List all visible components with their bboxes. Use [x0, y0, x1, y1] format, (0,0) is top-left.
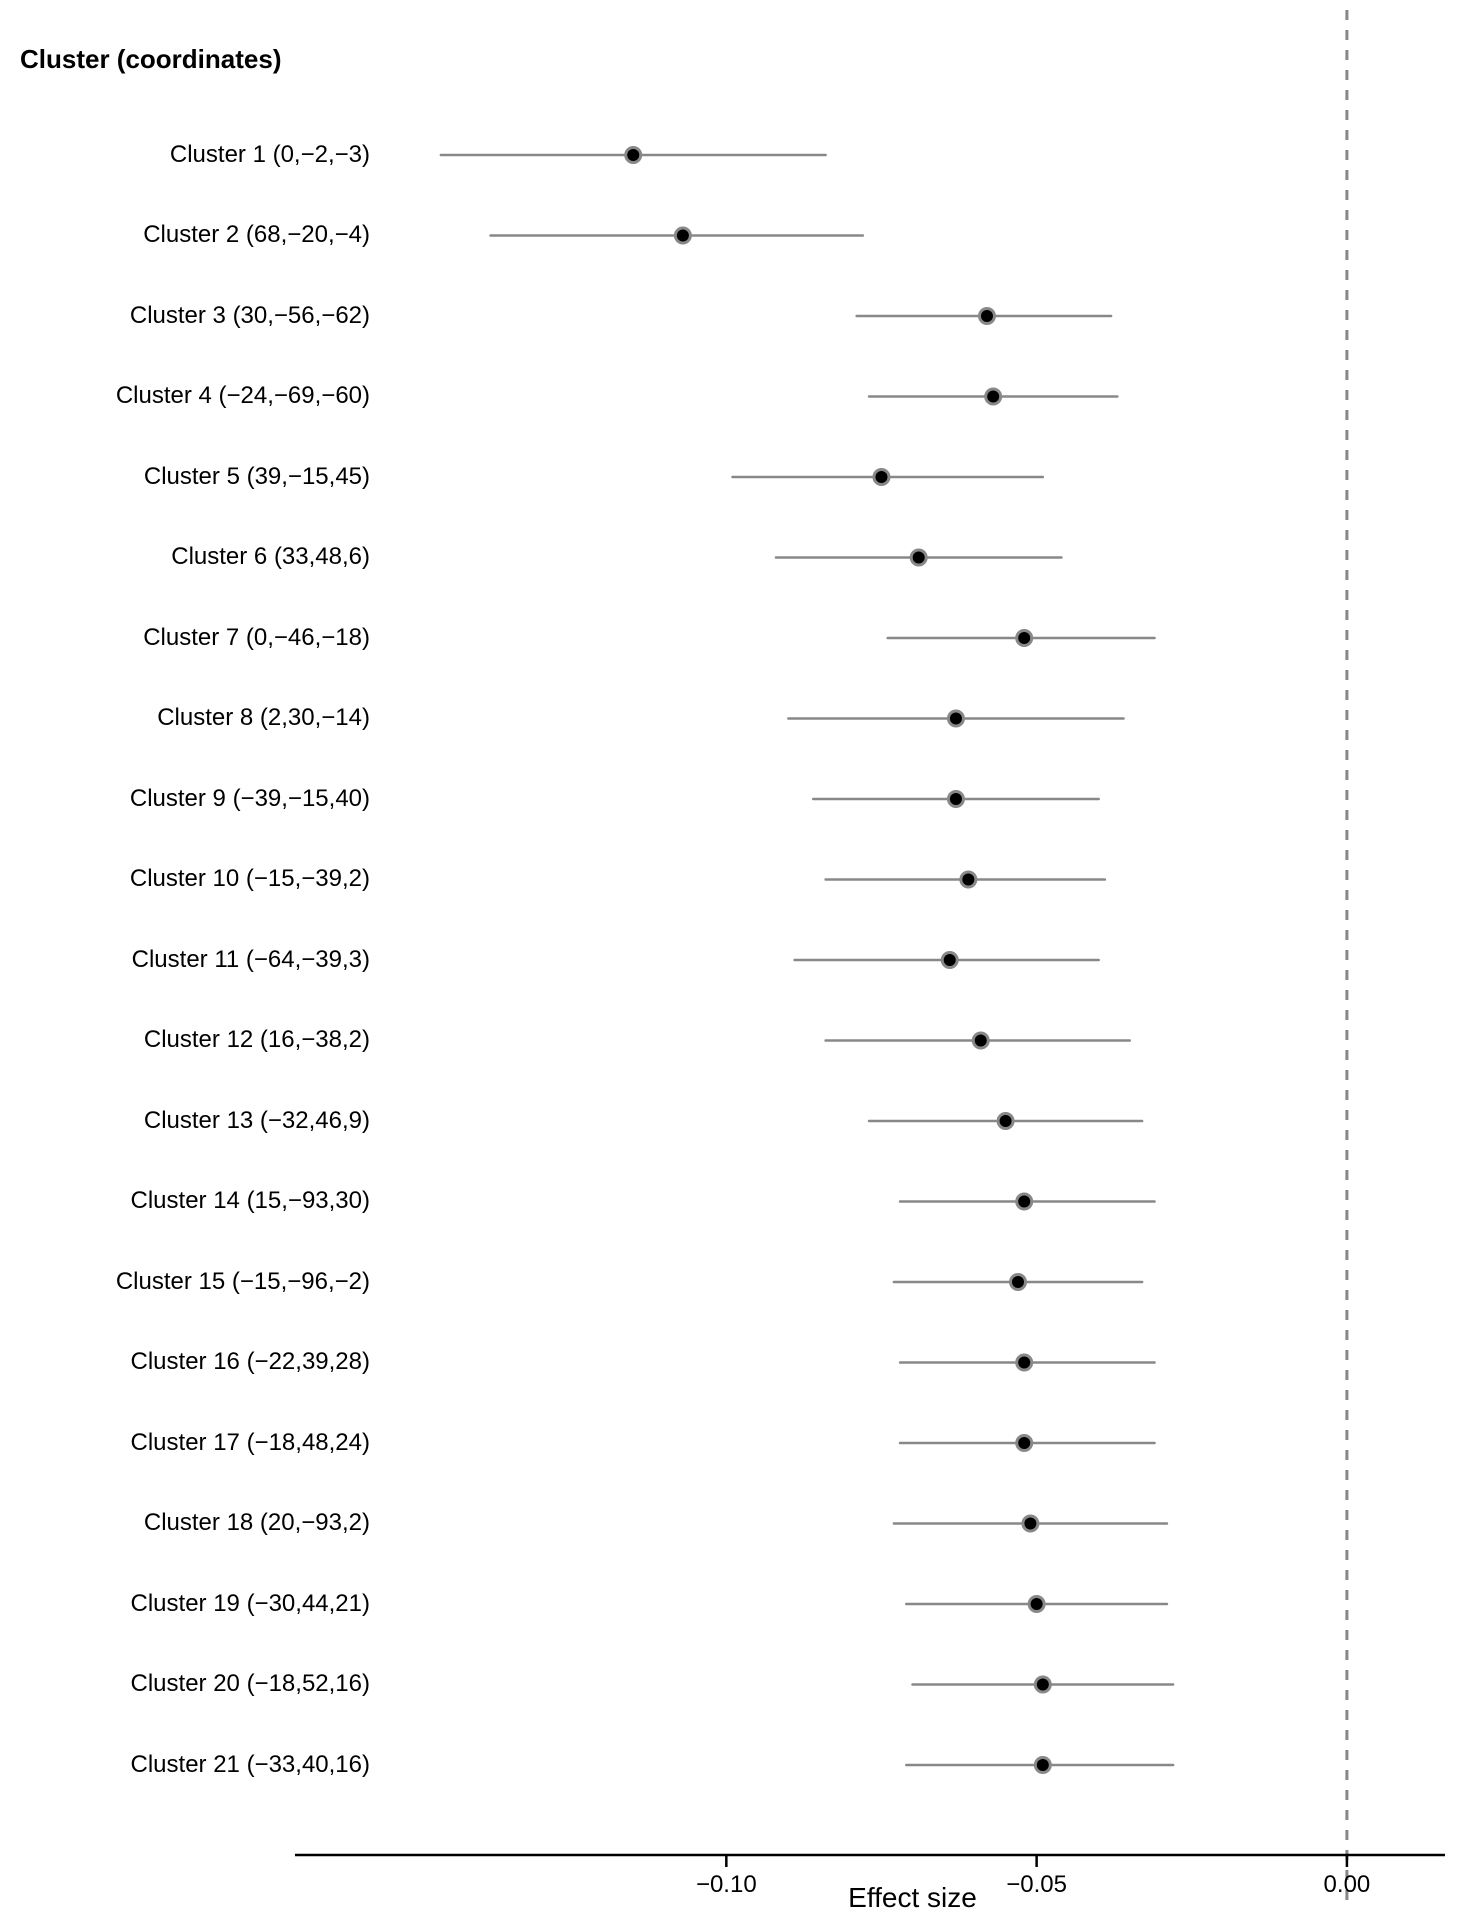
row-label: Cluster 17 (−18,48,24) — [40, 1429, 370, 1457]
row-label: Cluster 20 (−18,52,16) — [40, 1670, 370, 1698]
x-tick-label: 0.00 — [1324, 1871, 1371, 1899]
point-marker-inner — [875, 471, 887, 483]
row-label: Cluster 13 (−32,46,9) — [40, 1107, 370, 1135]
x-tick-label: −0.05 — [1006, 1871, 1067, 1899]
point-marker-inner — [1018, 1357, 1030, 1369]
point-marker-inner — [1031, 1598, 1043, 1610]
point-marker-inner — [1018, 1437, 1030, 1449]
point-marker-inner — [987, 391, 999, 403]
row-label: Cluster 9 (−39,−15,40) — [40, 785, 370, 813]
row-label: Cluster 2 (68,−20,−4) — [40, 221, 370, 249]
row-label: Cluster 6 (33,48,6) — [40, 543, 370, 571]
row-label: Cluster 16 (−22,39,28) — [40, 1348, 370, 1376]
row-label: Cluster 21 (−33,40,16) — [40, 1751, 370, 1779]
row-label: Cluster 1 (0,−2,−3) — [40, 141, 370, 169]
point-marker-inner — [1037, 1679, 1049, 1691]
plot-header: Cluster (coordinates) — [20, 44, 282, 75]
point-marker-inner — [913, 552, 925, 564]
point-marker-inner — [950, 713, 962, 725]
row-label: Cluster 14 (15,−93,30) — [40, 1187, 370, 1215]
point-marker-inner — [627, 149, 639, 161]
point-marker-inner — [677, 230, 689, 242]
point-marker-inner — [1037, 1759, 1049, 1771]
point-marker-inner — [962, 874, 974, 886]
point-marker-inner — [1012, 1276, 1024, 1288]
point-marker-inner — [975, 1035, 987, 1047]
point-marker-inner — [981, 310, 993, 322]
row-label: Cluster 11 (−64,−39,3) — [40, 946, 370, 974]
point-marker-inner — [1000, 1115, 1012, 1127]
point-marker-inner — [950, 793, 962, 805]
point-marker-inner — [1018, 632, 1030, 644]
row-label: Cluster 12 (16,−38,2) — [40, 1026, 370, 1054]
point-marker-inner — [1024, 1518, 1036, 1530]
row-label: Cluster 7 (0,−46,−18) — [40, 624, 370, 652]
row-label: Cluster 8 (2,30,−14) — [40, 704, 370, 732]
row-label: Cluster 10 (−15,−39,2) — [40, 865, 370, 893]
row-label: Cluster 3 (30,−56,−62) — [40, 302, 370, 330]
row-label: Cluster 5 (39,−15,45) — [40, 463, 370, 491]
row-label: Cluster 19 (−30,44,21) — [40, 1590, 370, 1618]
row-label: Cluster 4 (−24,−69,−60) — [40, 382, 370, 410]
row-label: Cluster 18 (20,−93,2) — [40, 1509, 370, 1537]
x-axis-title: Effect size — [813, 1882, 1013, 1914]
point-marker-inner — [1018, 1196, 1030, 1208]
row-label: Cluster 15 (−15,−96,−2) — [40, 1268, 370, 1296]
x-tick-label: −0.10 — [696, 1871, 757, 1899]
point-marker-inner — [944, 954, 956, 966]
forest-plot: Cluster (coordinates) Cluster 1 (0,−2,−3… — [0, 0, 1458, 1920]
